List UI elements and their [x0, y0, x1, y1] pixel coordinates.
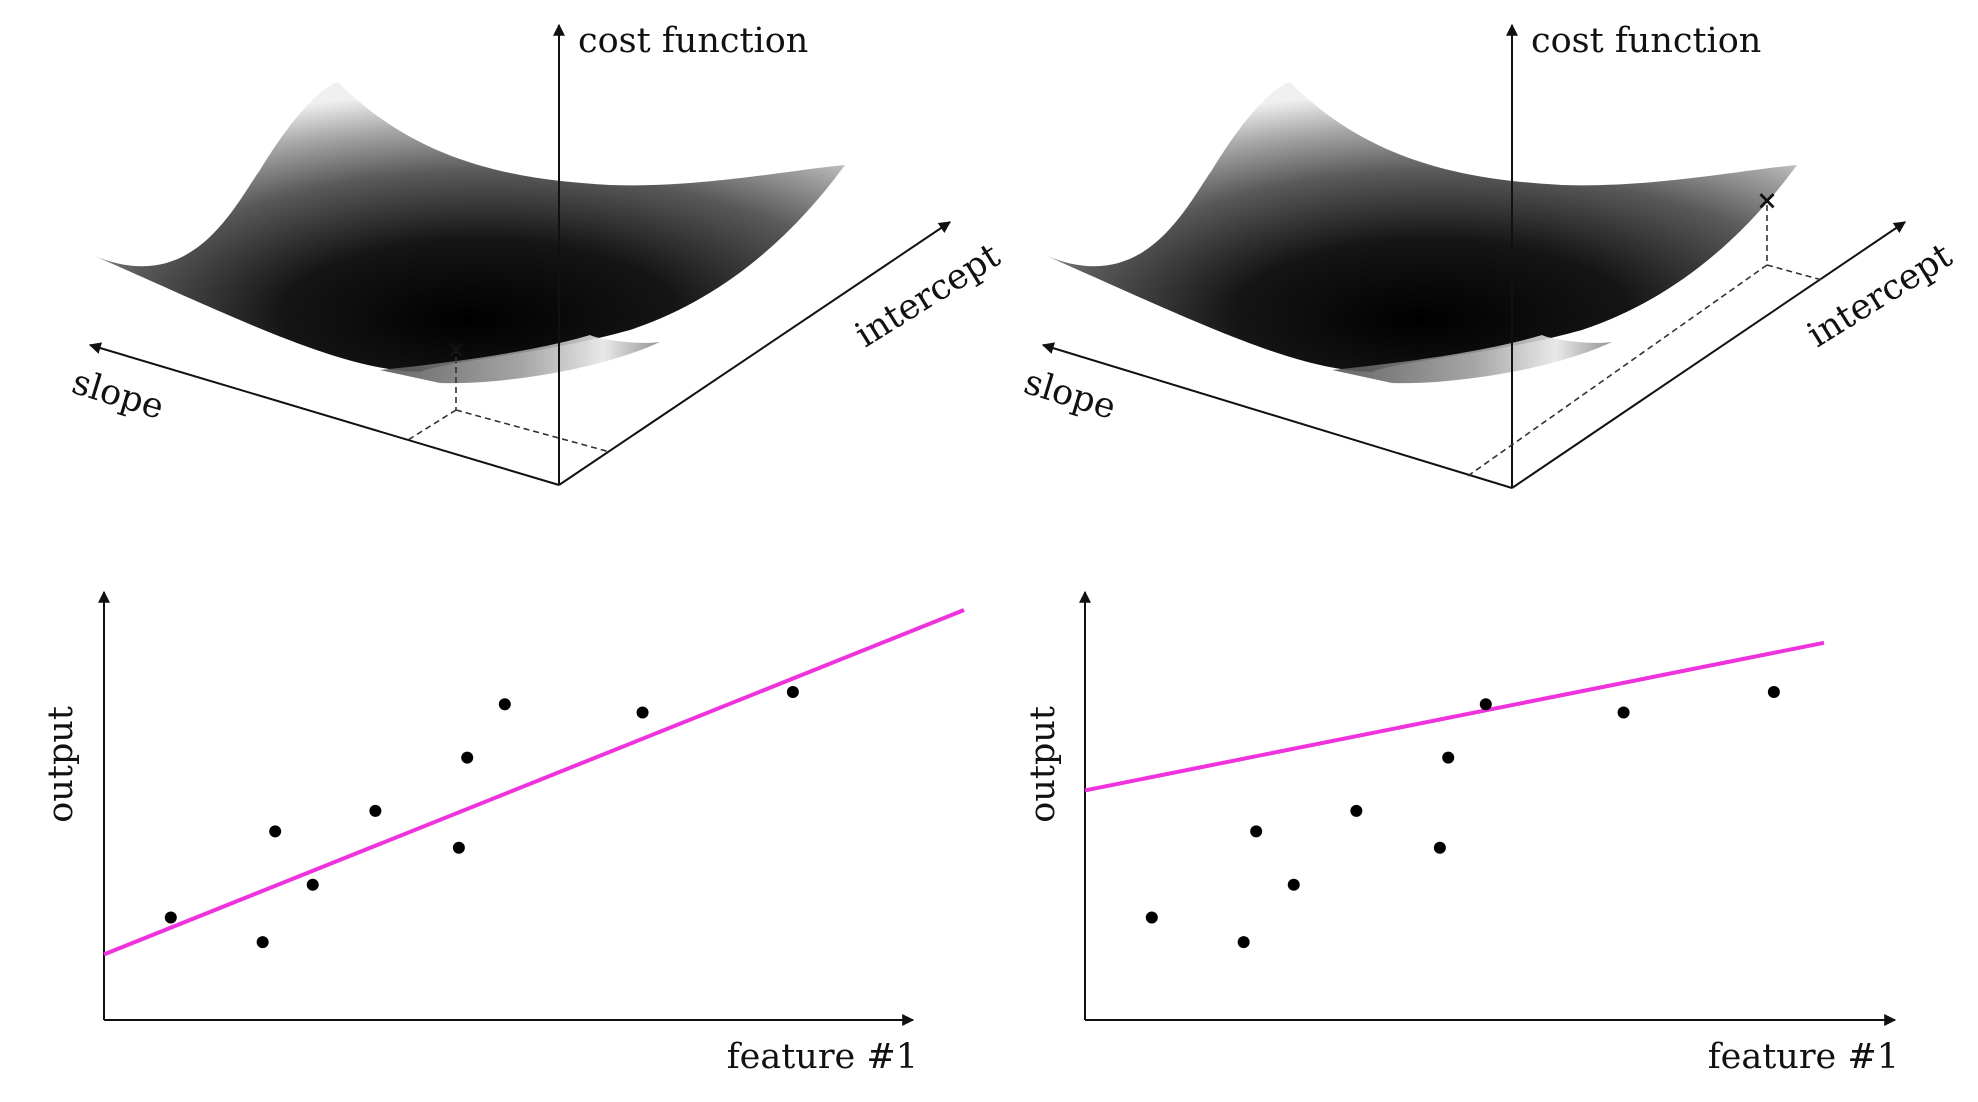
surface-front-lip [380, 335, 660, 384]
x-axis-label: feature #1 [1708, 1037, 1899, 1077]
fitted-line [103, 608, 965, 957]
data-point [1442, 751, 1455, 764]
data-point [452, 841, 465, 854]
data-point [256, 936, 269, 949]
data-point [369, 804, 382, 817]
data-point [461, 751, 474, 764]
fitted-line [1084, 640, 1825, 793]
y-axis-label: output [41, 706, 81, 823]
slope-axis-label: slope [1019, 362, 1120, 428]
data-point [1287, 878, 1300, 891]
minimum-marker: × [1756, 186, 1778, 216]
data-point [498, 698, 511, 711]
projection-line [1464, 264, 1768, 479]
data-point [1767, 686, 1780, 698]
data-point [1145, 911, 1158, 924]
surface-panel-optimal: × cost function slope intercept [67, 21, 1008, 486]
scatter-panel-optimal: output feature #1 [41, 590, 965, 1077]
scatter-panel-suboptimal: output feature #1 [1023, 590, 1899, 1077]
data-point [636, 706, 649, 719]
data-point [1350, 804, 1363, 817]
data-point [1237, 936, 1250, 949]
surface-panel-suboptimal: × cost function slope intercept [1019, 21, 1960, 489]
data-point [164, 911, 177, 924]
projection-line [1766, 264, 1823, 281]
data-point [306, 878, 319, 891]
intercept-axis-label: intercept [1801, 236, 1960, 356]
cost-surface [1040, 82, 1797, 372]
data-point [1617, 706, 1630, 719]
data-point [786, 686, 799, 698]
data-point [1433, 841, 1446, 854]
y-axis-label: output [1023, 706, 1063, 823]
slope-axis [1041, 342, 1513, 489]
cost-surface [88, 82, 845, 372]
data-point [269, 825, 282, 838]
surface-front-lip [1332, 335, 1612, 384]
data-point [1479, 698, 1492, 711]
data-point [1250, 825, 1263, 838]
x-axis-label: feature #1 [727, 1037, 918, 1077]
slope-axis [88, 342, 560, 486]
slope-axis-label: slope [67, 362, 168, 428]
minimum-marker: × [445, 335, 467, 365]
z-axis-label: cost function [578, 21, 808, 61]
z-axis-label: cost function [1531, 21, 1761, 61]
intercept-axis [1511, 221, 1906, 489]
intercept-axis-label: intercept [849, 236, 1008, 356]
projection-line [455, 409, 611, 453]
projection-line [407, 409, 457, 441]
intercept-axis [558, 221, 951, 486]
